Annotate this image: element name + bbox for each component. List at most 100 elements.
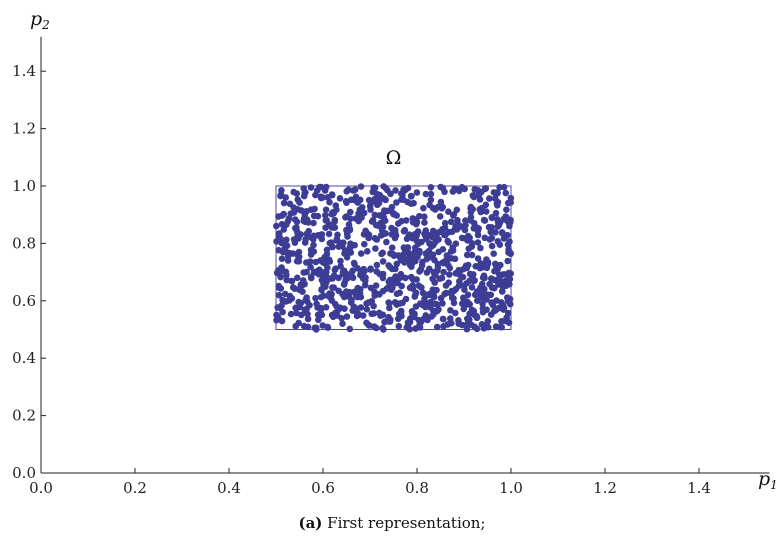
data-point [463, 251, 471, 259]
data-point [339, 320, 346, 328]
data-point [502, 282, 510, 290]
data-point [497, 261, 504, 269]
data-point [507, 300, 514, 308]
data-point [412, 289, 420, 297]
data-point [289, 284, 297, 291]
data-point [441, 188, 448, 196]
data-point [394, 315, 402, 323]
data-point [435, 229, 443, 236]
data-point [437, 294, 445, 302]
data-point [500, 183, 508, 191]
data-point [477, 244, 484, 252]
data-point [312, 294, 319, 302]
data-point [318, 276, 326, 284]
data-point [370, 302, 377, 310]
data-point [474, 239, 482, 246]
data-point [415, 316, 423, 324]
data-point [431, 256, 438, 264]
data-point [370, 310, 378, 317]
data-point [278, 187, 285, 194]
data-point [404, 184, 412, 192]
data-point [357, 268, 365, 276]
data-point [377, 312, 384, 320]
data-point [323, 246, 331, 254]
data-point [307, 184, 315, 191]
data-point [504, 257, 512, 265]
data-point [306, 301, 313, 309]
data-point [429, 286, 437, 294]
data-point [393, 199, 400, 206]
data-point [448, 228, 456, 235]
data-point [460, 282, 468, 289]
data-point [379, 258, 387, 265]
data-point [440, 268, 447, 276]
data-point [488, 214, 496, 221]
data-point [296, 303, 303, 311]
data-point [398, 190, 405, 197]
x-tick-label: 0.0 [29, 479, 53, 497]
y-axis: 0.0 0.2 0.4 0.6 0.8 1.0 1.2 1.4 p2 [12, 8, 50, 482]
data-point [323, 269, 330, 276]
scatter-points [273, 183, 515, 333]
data-point [407, 192, 415, 200]
data-point [311, 205, 318, 213]
data-point [282, 194, 290, 201]
data-point [343, 253, 351, 261]
data-point [416, 212, 423, 220]
data-point [494, 216, 501, 223]
data-point [337, 257, 344, 265]
data-point [295, 286, 303, 294]
data-point [479, 305, 487, 312]
data-point [468, 251, 476, 259]
data-point [406, 231, 413, 238]
data-point [343, 313, 351, 320]
data-point [441, 224, 449, 232]
data-point [453, 185, 460, 193]
data-point [349, 307, 357, 315]
data-point [386, 304, 393, 312]
data-point [276, 230, 283, 237]
data-point [280, 226, 288, 233]
data-point [302, 236, 309, 243]
data-point [468, 284, 476, 291]
data-point [472, 263, 480, 270]
data-point [392, 265, 399, 273]
data-point [356, 196, 364, 204]
data-point [376, 270, 383, 278]
data-point [438, 274, 446, 282]
data-point [477, 291, 484, 299]
data-point [361, 240, 368, 248]
data-point [455, 221, 463, 229]
x-axis: 0.0 0.2 0.4 0.6 0.8 1.0 1.2 1.4 p1 [29, 468, 778, 497]
data-point [341, 305, 348, 313]
data-point [507, 249, 514, 257]
data-point [460, 294, 467, 302]
data-point [289, 250, 297, 257]
data-point [412, 244, 419, 251]
data-point [496, 241, 504, 248]
data-point [505, 274, 513, 282]
data-point [317, 257, 324, 264]
scatter-chart: 0.0 0.2 0.4 0.6 0.8 1.0 1.2 1.4 p1 0.00.20.40.6… [12, 8, 778, 497]
data-point [463, 325, 471, 333]
x-axis-label-sub: 1 [770, 478, 778, 492]
data-point [385, 313, 392, 321]
data-point [481, 234, 489, 242]
data-point [303, 259, 310, 266]
data-point [398, 282, 406, 290]
data-point [328, 191, 336, 198]
data-point [341, 293, 348, 301]
data-point [384, 207, 392, 215]
data-point [458, 273, 466, 281]
data-point [304, 323, 312, 331]
data-point [346, 288, 354, 296]
data-point [354, 284, 362, 292]
data-point [359, 312, 367, 319]
data-point [326, 198, 333, 206]
data-point [420, 204, 427, 212]
data-point [319, 194, 327, 201]
x-axis-label: p1 [758, 468, 778, 492]
data-point [469, 272, 476, 280]
data-point [337, 263, 344, 270]
data-point [343, 247, 351, 255]
